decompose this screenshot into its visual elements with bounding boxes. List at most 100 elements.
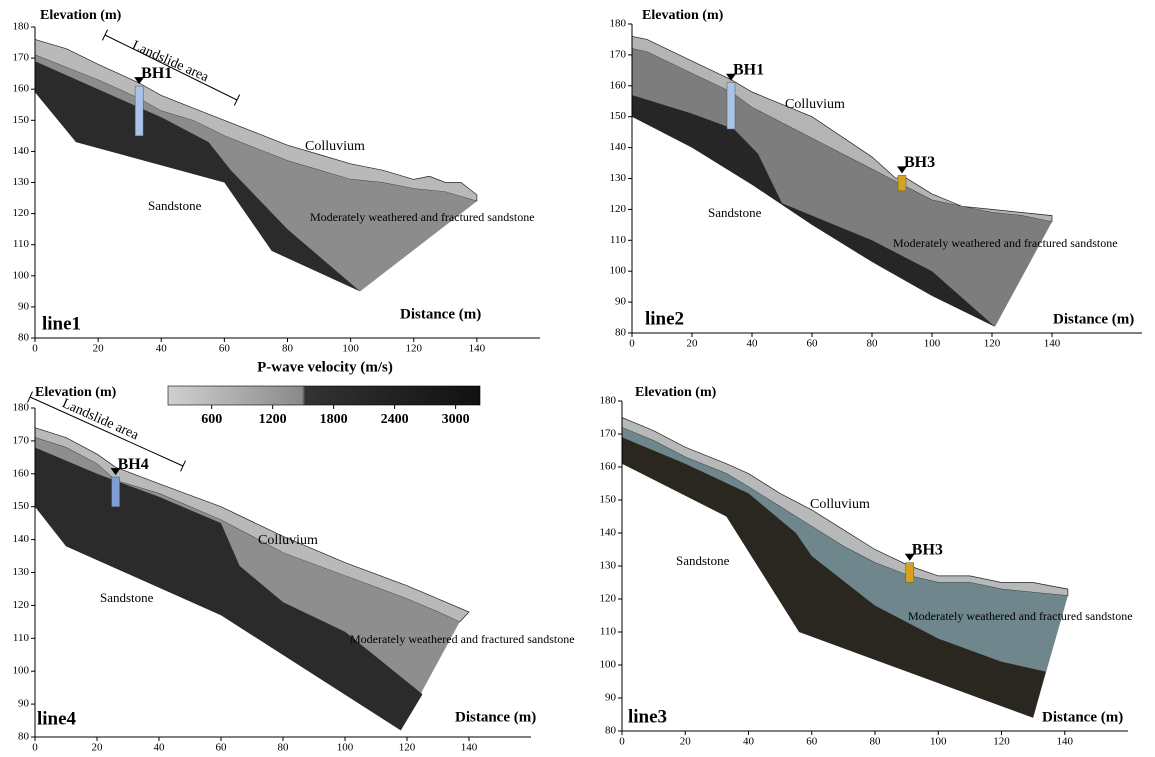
x-axis-label: Distance (m) [1042,709,1123,725]
y-tick-label: 150 [13,500,30,512]
y-tick-label: 110 [13,238,30,250]
layer-label: Sandstone [100,590,154,605]
borehole [111,476,120,507]
y-axis-label: Elevation (m) [635,385,717,400]
layer [632,48,1052,327]
x-tick-label: 20 [92,742,104,754]
borehole [134,85,144,137]
panel-title: line3 [628,706,667,727]
y-axis-label: Elevation (m) [642,8,724,23]
layer-label: Colluvium [305,139,365,154]
y-tick-label: 120 [600,593,617,605]
y-tick-label: 180 [610,18,627,30]
y-tick-label: 80 [18,731,30,743]
borehole [897,175,907,192]
borehole-label: BH3 [912,541,943,558]
layer [35,61,361,292]
y-tick-label: 160 [610,79,627,91]
borehole-marker [134,77,145,85]
layer [35,447,423,731]
x-tick-label: 0 [629,338,635,350]
y-tick-label: 80 [605,725,617,737]
borehole-label: BH4 [118,456,149,473]
y-tick-label: 160 [13,467,30,479]
y-tick-label: 100 [600,659,617,671]
y-tick-label: 130 [610,172,627,184]
x-tick-label: 100 [924,338,941,350]
x-tick-label: 60 [806,736,818,748]
y-tick-label: 130 [13,566,30,578]
velocity-bar [167,385,481,406]
y-tick-label: 180 [13,21,30,33]
layer-label: Moderately weathered and fractured sands… [893,236,1118,250]
layer-label: Sandstone [148,198,202,213]
legend-title: P-wave velocity (m/s) [257,359,393,375]
x-tick-label: 140 [461,742,478,754]
y-tick-label: 140 [13,145,30,157]
x-tick-label: 140 [1044,338,1061,350]
annotation: Landslide area [60,396,142,443]
x-tick-label: 100 [342,343,359,355]
layer [622,437,1046,718]
layer-label: Colluvium [785,97,845,112]
y-tick-label: 90 [18,698,30,710]
x-tick-label: 60 [807,338,819,350]
x-tick-label: 100 [337,742,354,754]
legend-tick-label: 3000 [442,412,470,427]
y-tick-label: 170 [600,428,617,440]
x-tick-label: 120 [984,338,1001,350]
x-tick-label: 40 [156,343,168,355]
layer-label: Moderately weathered and fractured sands… [310,210,535,224]
landslide-bracket [101,29,241,106]
x-tick-label: 80 [867,338,879,350]
x-tick-label: 140 [1057,736,1074,748]
layer-label: Colluvium [258,533,318,548]
borehole [726,82,736,130]
x-axis-label: Distance (m) [455,709,536,725]
y-tick-label: 140 [610,141,627,153]
borehole-marker [897,166,907,174]
x-tick-label: 0 [619,736,625,748]
y-tick-label: 180 [600,395,617,407]
x-tick-label: 20 [687,338,699,350]
y-tick-label: 90 [18,300,30,312]
x-tick-label: 80 [278,742,290,754]
y-tick-label: 90 [605,692,617,704]
x-tick-label: 20 [680,736,692,748]
y-tick-label: 170 [13,52,30,64]
x-axis-label: Distance (m) [1053,311,1134,327]
x-axis-label: Distance (m) [400,306,481,322]
x-tick-label: 20 [93,343,105,355]
y-tick-label: 170 [610,48,627,60]
y-tick-label: 160 [600,461,617,473]
x-tick-label: 40 [747,338,759,350]
landslide-bracket [27,391,186,472]
x-tick-label: 0 [32,742,38,754]
x-tick-label: 60 [216,742,228,754]
y-tick-label: 100 [610,265,627,277]
y-axis-label: Elevation (m) [35,385,117,400]
layer-label: Moderately weathered and fractured sands… [908,609,1133,623]
legend-tick-label: 2400 [381,412,409,427]
x-tick-label: 40 [154,742,166,754]
x-tick-label: 120 [993,736,1010,748]
layer [35,55,477,292]
x-tick-label: 120 [399,742,416,754]
y-tick-label: 130 [13,176,30,188]
y-tick-label: 80 [615,327,627,339]
x-tick-label: 120 [406,343,423,355]
legend-tick-label: 1800 [320,412,348,427]
x-tick-label: 140 [469,343,486,355]
y-tick-label: 90 [615,296,627,308]
y-tick-label: 110 [13,632,30,644]
y-tick-label: 110 [610,234,627,246]
y-tick-label: 130 [600,560,617,572]
borehole-marker [110,468,121,476]
x-tick-label: 60 [219,343,231,355]
y-tick-label: 150 [600,494,617,506]
layer-label: Sandstone [708,205,762,220]
y-tick-label: 100 [13,665,30,677]
x-tick-label: 0 [32,343,38,355]
y-tick-label: 160 [13,83,30,95]
